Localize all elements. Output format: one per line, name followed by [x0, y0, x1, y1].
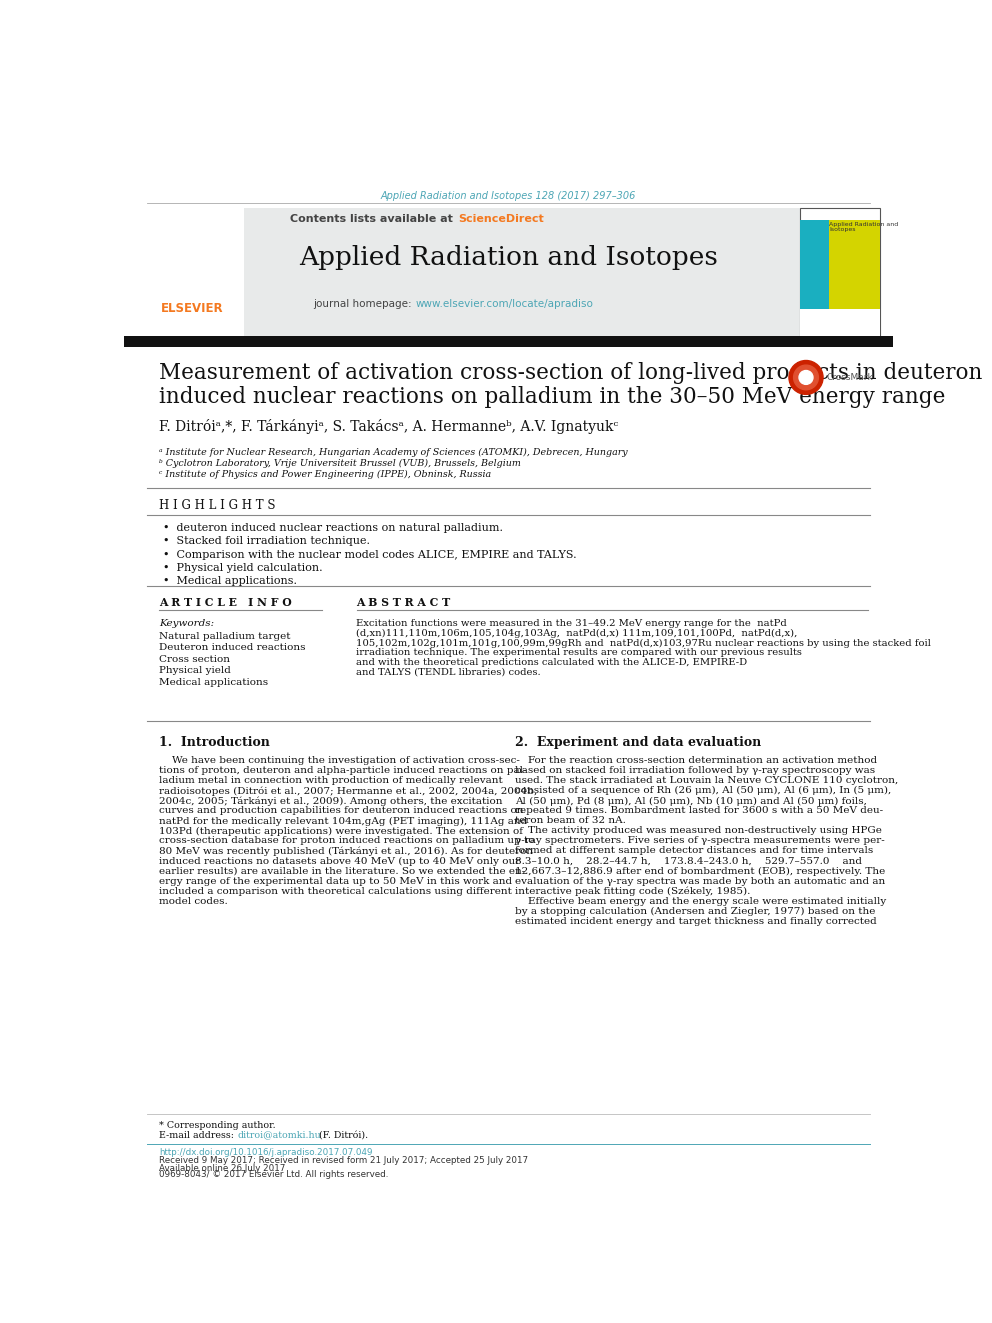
Circle shape [799, 370, 813, 385]
Text: Natural palladium target: Natural palladium target [159, 631, 291, 640]
Text: Applied Radiation and Isotopes: Applied Radiation and Isotopes [299, 245, 718, 270]
FancyBboxPatch shape [244, 208, 800, 337]
Text: 105,102m,102g,101m,101g,100,99m,99gRh and  natPd(d,x)103,97Ru nuclear reactions : 105,102m,102g,101m,101g,100,99m,99gRh an… [356, 639, 931, 648]
Text: ScienceDirect: ScienceDirect [458, 214, 544, 224]
Text: Excitation functions were measured in the 31–49.2 MeV energy range for the  natP: Excitation functions were measured in th… [356, 619, 788, 628]
Text: •  Comparison with the nuclear model codes ALICE, EMPIRE and TALYS.: • Comparison with the nuclear model code… [163, 549, 576, 560]
Text: tions of proton, deuteron and alpha-particle induced reactions on pal-: tions of proton, deuteron and alpha-part… [159, 766, 527, 775]
Text: used. The stack irradiated at Louvain la Neuve CYCLONE 110 cyclotron,: used. The stack irradiated at Louvain la… [516, 777, 899, 786]
Text: Medical applications: Medical applications [159, 677, 268, 687]
Text: Contents lists available at: Contents lists available at [291, 214, 457, 224]
Text: •  Physical yield calculation.: • Physical yield calculation. [163, 562, 322, 573]
Text: evaluation of the γ-ray spectra was made by both an automatic and an: evaluation of the γ-ray spectra was made… [516, 877, 886, 885]
Text: Keywords:: Keywords: [159, 619, 214, 628]
Text: Physical yield: Physical yield [159, 667, 231, 675]
Text: radioisotopes (Ditrói et al., 2007; Hermanne et al., 2002, 2004a, 2004b,: radioisotopes (Ditrói et al., 2007; Herm… [159, 786, 537, 795]
Text: •  Medical applications.: • Medical applications. [163, 576, 297, 586]
Text: Cross section: Cross section [159, 655, 230, 664]
Text: H I G H L I G H T S: H I G H L I G H T S [159, 499, 276, 512]
Text: Isotopes: Isotopes [829, 228, 856, 232]
Text: ELSEVIER: ELSEVIER [161, 303, 223, 315]
Text: www.elsevier.com/locate/apradiso: www.elsevier.com/locate/apradiso [416, 299, 593, 308]
FancyBboxPatch shape [829, 221, 880, 308]
Text: •  deuteron induced nuclear reactions on natural palladium.: • deuteron induced nuclear reactions on … [163, 524, 503, 533]
Text: ᶜ Institute of Physics and Power Engineering (IPPE), Obninsk, Russia: ᶜ Institute of Physics and Power Enginee… [159, 470, 491, 479]
Text: irradiation technique. The experimental results are compared with our previous r: irradiation technique. The experimental … [356, 648, 803, 658]
Text: Al (50 μm), Pd (8 μm), Al (50 μm), Nb (10 μm) and Al (50 μm) foils,: Al (50 μm), Pd (8 μm), Al (50 μm), Nb (1… [516, 796, 867, 806]
Text: F. Ditróiᵃ,*, F. Tárkányiᵃ, S. Takácsᵃ, A. Hermanneᵇ, A.V. Ignatyukᶜ: F. Ditróiᵃ,*, F. Tárkányiᵃ, S. Takácsᵃ, … [159, 419, 618, 434]
Text: Measurement of activation cross-section of long-lived products in deuteron: Measurement of activation cross-section … [159, 361, 982, 384]
Text: natPd for the medically relevant 104m,gAg (PET imaging), 111Ag and: natPd for the medically relevant 104m,gA… [159, 816, 527, 826]
Text: journal homepage:: journal homepage: [312, 299, 415, 308]
Text: For the reaction cross-section determination an activation method: For the reaction cross-section determina… [516, 757, 878, 766]
Text: based on stacked foil irradiation followed by γ-ray spectroscopy was: based on stacked foil irradiation follow… [516, 766, 876, 775]
Text: model codes.: model codes. [159, 897, 227, 905]
Circle shape [794, 365, 818, 390]
Text: included a comparison with theoretical calculations using different: included a comparison with theoretical c… [159, 886, 512, 896]
Text: induced nuclear reactions on palladium in the 30–50 MeV energy range: induced nuclear reactions on palladium i… [159, 386, 945, 409]
Text: 2.  Experiment and data evaluation: 2. Experiment and data evaluation [516, 736, 762, 749]
Text: repeated 9 times. Bombardment lasted for 3600 s with a 50 MeV deu-: repeated 9 times. Bombardment lasted for… [516, 807, 884, 815]
Text: 1.  Introduction: 1. Introduction [159, 736, 270, 749]
Text: earlier results) are available in the literature. So we extended the en-: earlier results) are available in the li… [159, 867, 525, 876]
Text: We have been continuing the investigation of activation cross-sec-: We have been continuing the investigatio… [159, 757, 520, 766]
Text: formed at different sample detector distances and for time intervals: formed at different sample detector dist… [516, 847, 874, 856]
Text: ditroi@atomki.hu: ditroi@atomki.hu [238, 1131, 321, 1139]
FancyBboxPatch shape [124, 336, 893, 347]
Text: A R T I C L E   I N F O: A R T I C L E I N F O [159, 597, 292, 607]
Text: http://dx.doi.org/10.1016/j.apradiso.2017.07.049: http://dx.doi.org/10.1016/j.apradiso.201… [159, 1147, 372, 1156]
Text: ᵃ Institute for Nuclear Research, Hungarian Academy of Sciences (ATOMKI), Debrec: ᵃ Institute for Nuclear Research, Hungar… [159, 448, 628, 458]
Text: E-mail address:: E-mail address: [159, 1131, 237, 1139]
Text: by a stopping calculation (Andersen and Ziegler, 1977) based on the: by a stopping calculation (Andersen and … [516, 906, 876, 916]
Text: estimated incident energy and target thickness and finally corrected: estimated incident energy and target thi… [516, 917, 877, 926]
FancyBboxPatch shape [800, 221, 829, 308]
Text: 80 MeV was recently published (Tárkányi et al., 2016). As for deuteron: 80 MeV was recently published (Tárkányi … [159, 847, 533, 856]
Text: and TALYS (TENDL libraries) codes.: and TALYS (TENDL libraries) codes. [356, 668, 541, 676]
Text: Effective beam energy and the energy scale were estimated initially: Effective beam energy and the energy sca… [516, 897, 887, 905]
Text: 12,667.3–12,886.9 after end of bombardment (EOB), respectively. The: 12,667.3–12,886.9 after end of bombardme… [516, 867, 886, 876]
Circle shape [789, 360, 823, 394]
Text: Deuteron induced reactions: Deuteron induced reactions [159, 643, 306, 652]
Text: * Corresponding author.: * Corresponding author. [159, 1121, 276, 1130]
Text: Available online 26 July 2017: Available online 26 July 2017 [159, 1164, 286, 1172]
Text: Received 9 May 2017; Received in revised form 21 July 2017; Accepted 25 July 201: Received 9 May 2017; Received in revised… [159, 1156, 528, 1166]
Text: interactive peak fitting code (Székely, 1985).: interactive peak fitting code (Székely, … [516, 886, 751, 896]
Text: CrossMark: CrossMark [827, 373, 874, 382]
Text: cross-section database for proton induced reactions on palladium up to: cross-section database for proton induce… [159, 836, 535, 845]
Text: The activity produced was measured non-destructively using HPGe: The activity produced was measured non-d… [516, 827, 882, 835]
Text: (F. Ditrói).: (F. Ditrói). [316, 1131, 368, 1139]
FancyBboxPatch shape [800, 208, 880, 337]
Text: 8.3–10.0 h,    28.2–44.7 h,    173.8.4–243.0 h,    529.7–557.0    and: 8.3–10.0 h, 28.2–44.7 h, 173.8.4–243.0 h… [516, 856, 862, 865]
Text: teron beam of 32 nA.: teron beam of 32 nA. [516, 816, 626, 826]
Text: (d,xn)111,110m,106m,105,104g,103Ag,  natPd(d,x) 111m,109,101,100Pd,  natPd(d,x),: (d,xn)111,110m,106m,105,104g,103Ag, natP… [356, 628, 798, 638]
Text: consisted of a sequence of Rh (26 μm), Al (50 μm), Al (6 μm), In (5 μm),: consisted of a sequence of Rh (26 μm), A… [516, 786, 892, 795]
Text: 2004c, 2005; Tárkányi et al., 2009). Among others, the excitation: 2004c, 2005; Tárkányi et al., 2009). Amo… [159, 796, 502, 806]
FancyBboxPatch shape [800, 308, 880, 337]
Text: Applied Radiation and: Applied Radiation and [829, 222, 899, 226]
Text: •  Stacked foil irradiation technique.: • Stacked foil irradiation technique. [163, 536, 370, 546]
Text: ladium metal in connection with production of medically relevant: ladium metal in connection with producti… [159, 777, 503, 786]
Text: curves and production capabilities for deuteron induced reactions on: curves and production capabilities for d… [159, 807, 524, 815]
Text: Applied Radiation and Isotopes 128 (2017) 297–306: Applied Radiation and Isotopes 128 (2017… [381, 191, 636, 201]
Text: A B S T R A C T: A B S T R A C T [356, 597, 450, 607]
Text: ᵇ Cyclotron Laboratory, Vrije Universiteit Brussel (VUB), Brussels, Belgium: ᵇ Cyclotron Laboratory, Vrije Universite… [159, 459, 521, 468]
Text: 103Pd (therapeutic applications) were investigated. The extension of: 103Pd (therapeutic applications) were in… [159, 827, 523, 836]
Text: and with the theoretical predictions calculated with the ALICE-D, EMPIRE-D: and with the theoretical predictions cal… [356, 658, 748, 667]
Text: induced reactions no datasets above 40 MeV (up to 40 MeV only our: induced reactions no datasets above 40 M… [159, 856, 520, 865]
Text: ergy range of the experimental data up to 50 MeV in this work and: ergy range of the experimental data up t… [159, 877, 512, 885]
Text: γ-ray spectrometers. Five series of γ-spectra measurements were per-: γ-ray spectrometers. Five series of γ-sp… [516, 836, 885, 845]
Text: 0969-8043/ © 2017 Elsevier Ltd. All rights reserved.: 0969-8043/ © 2017 Elsevier Ltd. All righ… [159, 1170, 388, 1179]
